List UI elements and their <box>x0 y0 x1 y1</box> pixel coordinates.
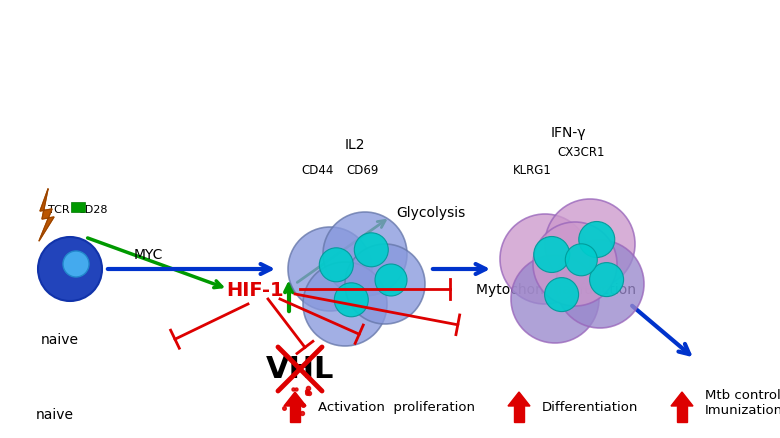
Circle shape <box>556 240 644 328</box>
Bar <box>71 202 85 212</box>
Circle shape <box>500 215 590 304</box>
Circle shape <box>534 237 569 273</box>
Circle shape <box>375 265 407 297</box>
Text: CX3CR1: CX3CR1 <box>557 146 604 159</box>
Circle shape <box>288 227 372 311</box>
Circle shape <box>545 200 635 290</box>
Text: Mytochondrial function: Mytochondrial function <box>476 283 636 297</box>
Circle shape <box>566 244 597 276</box>
Circle shape <box>590 263 623 297</box>
Circle shape <box>303 262 387 346</box>
Bar <box>677 406 687 422</box>
Text: Glycolysis: Glycolysis <box>396 205 465 219</box>
Text: HIF-1: HIF-1 <box>226 280 284 299</box>
Text: Mtb control
Imunization: Mtb control Imunization <box>705 388 780 416</box>
Circle shape <box>354 233 388 267</box>
Circle shape <box>511 255 599 343</box>
Bar <box>514 406 524 422</box>
Circle shape <box>38 237 102 301</box>
Text: naive: naive <box>41 332 79 346</box>
Polygon shape <box>284 392 306 406</box>
Circle shape <box>533 223 617 306</box>
Text: Differentiation: Differentiation <box>542 401 638 413</box>
Polygon shape <box>671 392 693 406</box>
Polygon shape <box>508 392 530 406</box>
Circle shape <box>335 283 368 317</box>
Circle shape <box>544 278 579 312</box>
Text: VHL: VHL <box>266 355 334 384</box>
Bar <box>290 406 300 422</box>
Polygon shape <box>39 190 54 241</box>
Circle shape <box>323 212 407 297</box>
Circle shape <box>63 251 89 277</box>
Text: KLRG1: KLRG1 <box>512 163 551 176</box>
Text: TCR: TCR <box>48 205 69 215</box>
Circle shape <box>319 248 353 282</box>
Text: IL2: IL2 <box>345 138 365 152</box>
Text: CD28: CD28 <box>77 205 108 215</box>
Text: MYC: MYC <box>133 247 163 261</box>
Text: IFN-γ: IFN-γ <box>550 126 586 140</box>
Text: Activation  proliferation: Activation proliferation <box>318 401 475 413</box>
Text: CD44: CD44 <box>302 163 334 176</box>
Text: CD69: CD69 <box>347 163 379 176</box>
Circle shape <box>579 222 615 258</box>
Circle shape <box>345 244 425 324</box>
Text: naive: naive <box>36 407 74 421</box>
